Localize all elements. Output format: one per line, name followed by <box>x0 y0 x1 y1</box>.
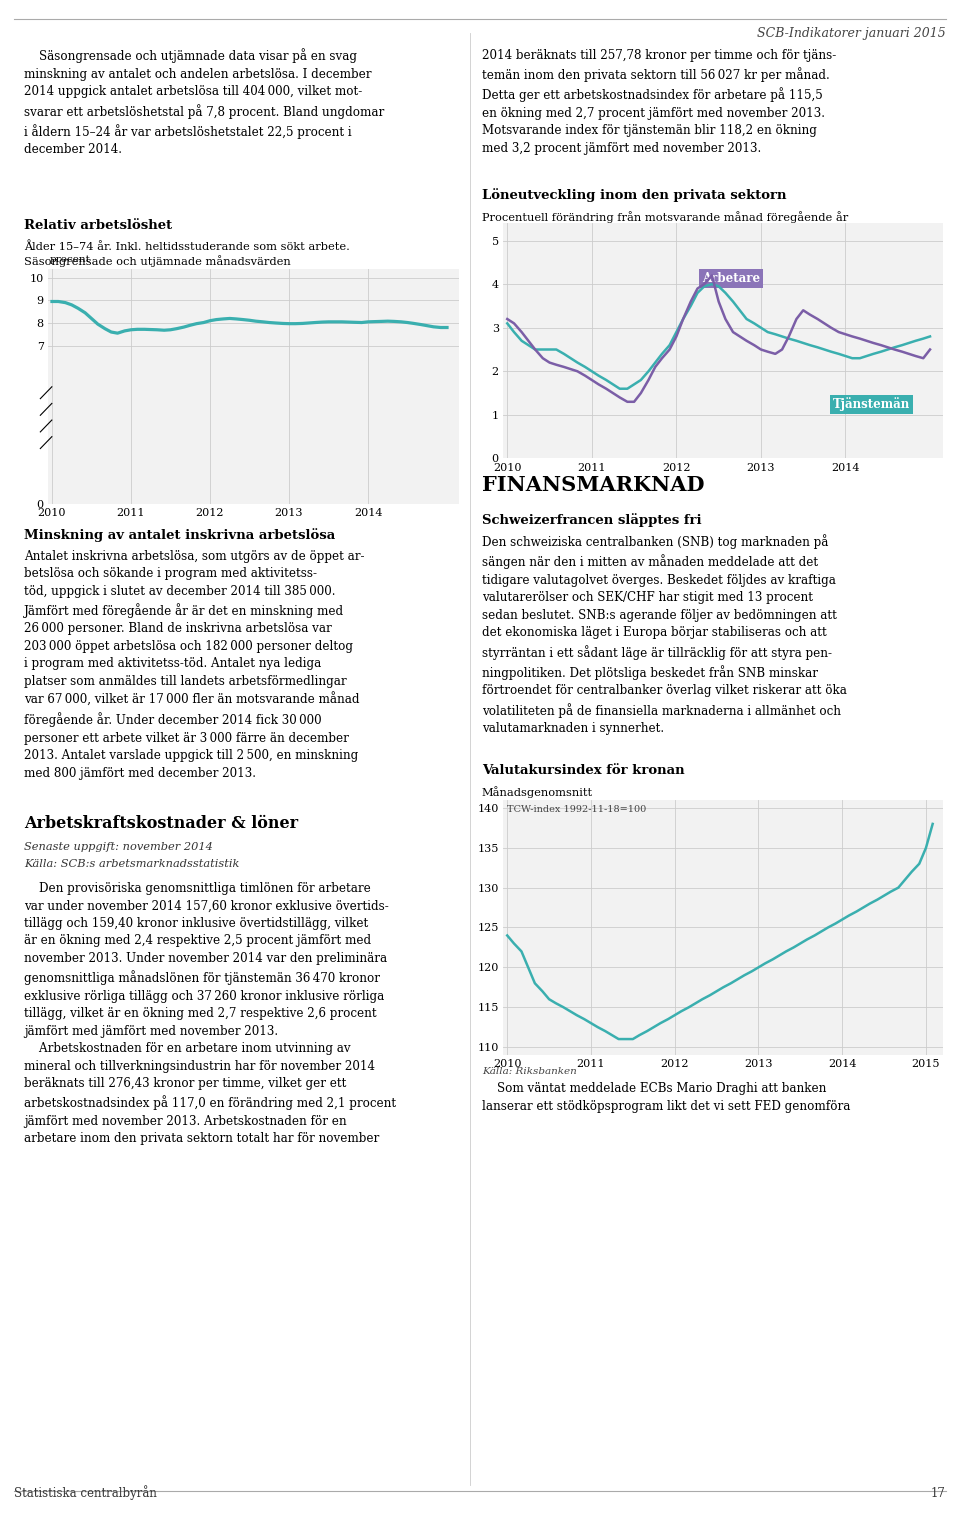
Text: Statistiska centralbyrån: Statistiska centralbyrån <box>14 1485 157 1500</box>
Text: Källa: SCB:s arbetsmarknadsstatistik: Källa: SCB:s arbetsmarknadsstatistik <box>24 859 239 870</box>
Text: Den schweiziska centralbanken (SNB) tog marknaden på
sängen när den i mitten av : Den schweiziska centralbanken (SNB) tog … <box>482 534 847 735</box>
Text: Arbetskraftskostnader & löner: Arbetskraftskostnader & löner <box>24 815 299 832</box>
Text: Säsongrensade och utjämnade data visar på en svag
minskning av antalet och andel: Säsongrensade och utjämnade data visar p… <box>24 49 384 156</box>
Text: Tjänstemän: Tjänstemän <box>832 398 910 411</box>
Text: 2014 beräknats till 257,78 kronor per timme och för tjäns-
temän inom den privat: 2014 beräknats till 257,78 kronor per ti… <box>482 49 836 155</box>
Text: Månadsgenomsnitt: Månadsgenomsnitt <box>482 786 593 798</box>
Text: TCW-index 1992-11-18=100: TCW-index 1992-11-18=100 <box>508 805 647 814</box>
Text: Källa: Riksbanken: Källa: Riksbanken <box>482 1067 577 1076</box>
Text: Som väntat meddelade ECBs Mario Draghi att banken
lanserar ett stödköpsprogram l: Som väntat meddelade ECBs Mario Draghi a… <box>482 1082 851 1113</box>
Text: Löneutveckling inom den privata sektorn: Löneutveckling inom den privata sektorn <box>482 188 786 202</box>
Text: Senaste uppgift: november 2014: Senaste uppgift: november 2014 <box>24 842 213 853</box>
Text: procent: procent <box>50 255 91 264</box>
Text: SCB-Indikatorer januari 2015: SCB-Indikatorer januari 2015 <box>756 27 946 41</box>
Text: FINANSMARKNAD: FINANSMARKNAD <box>482 475 705 495</box>
Text: 17: 17 <box>931 1486 946 1500</box>
Text: Arbetare: Arbetare <box>702 272 760 285</box>
Text: Relativ arbetslöshet: Relativ arbetslöshet <box>24 219 172 232</box>
Text: Den provisöriska genomsnittliga timlönen för arbetare
var under november 2014 15: Den provisöriska genomsnittliga timlönen… <box>24 882 396 1146</box>
Text: Procentuell förändring från motsvarande månad föregående år: Procentuell förändring från motsvarande … <box>482 211 849 223</box>
Text: Valutakursindex för kronan: Valutakursindex för kronan <box>482 764 684 777</box>
Text: Minskning av antalet inskrivna arbetslösa: Minskning av antalet inskrivna arbetslös… <box>24 528 335 542</box>
Text: Schweizerfrancen släpptes fri: Schweizerfrancen släpptes fri <box>482 513 702 527</box>
Text: Antalet inskrivna arbetslösa, som utgörs av de öppet ar-
betslösa och sökande i : Antalet inskrivna arbetslösa, som utgörs… <box>24 550 365 780</box>
Text: Ålder 15–74 år. Inkl. heltidsstuderande som sökt arbete.
Säsongrensade och utjäm: Ålder 15–74 år. Inkl. heltidsstuderande … <box>24 241 349 267</box>
